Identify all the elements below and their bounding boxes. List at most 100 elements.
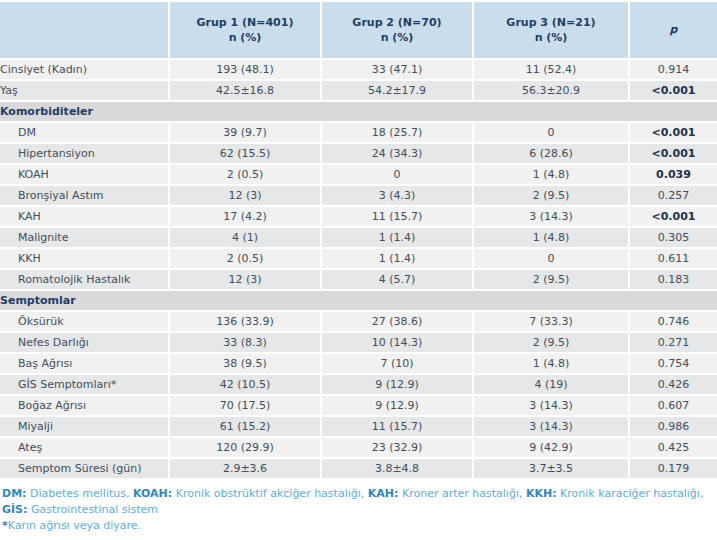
footnote-text: Kroner arter hastalığı, [398,487,525,500]
column-header-sublabel: n (%) [322,30,472,45]
section-row: Komorbiditeler [0,101,717,122]
column-header-label: Grup 2 (N=70) [322,15,472,30]
cell-group-2: 7 (10) [321,353,473,374]
cell-group-3: 1 (4.8) [473,353,629,374]
table-row: DM39 (9.7)18 (25.7)0<0.001 [0,122,717,143]
cell-group-2: 27 (38.6) [321,311,473,332]
row-label: DM [0,122,169,143]
row-label: KAH [0,206,169,227]
table-row: Baş Ağrısı38 (9.5)7 (10)1 (4.8)0.754 [0,353,717,374]
cell-group-1: 12 (3) [169,269,321,290]
cell-group-3: 0 [473,248,629,269]
cell-group-2: 23 (32.9) [321,437,473,458]
row-label: Cinsiyet (Kadın) [0,59,169,80]
cell-p-value: 0.271 [629,332,717,353]
page: Grup 1 (N=401)n (%)Grup 2 (N=70)n (%)Gru… [0,0,717,534]
table-row: Öksürük136 (33.9)27 (38.6)7 (33.3)0.746 [0,311,717,332]
cell-group-1: 70 (17.5) [169,395,321,416]
table-header: Grup 1 (N=401)n (%)Grup 2 (N=70)n (%)Gru… [0,2,717,59]
row-label: Hipertansiyon [0,143,169,164]
cell-p-value: 0.426 [629,374,717,395]
footnote-line: *Karın ağrısı veya diyare. [2,518,717,534]
cell-group-2: 3.8±4.8 [321,458,473,479]
table-row: Romatolojik Hastalık12 (3)4 (5.7)2 (9.5)… [0,269,717,290]
cell-group-3: 4 (19) [473,374,629,395]
cell-group-1: 42 (10.5) [169,374,321,395]
cell-group-3: 3 (14.3) [473,416,629,437]
section-label: Semptomlar [0,290,717,311]
cell-group-1: 62 (15.5) [169,143,321,164]
table-row: Malignite4 (1)1 (1.4)1 (4.8)0.305 [0,227,717,248]
column-header-label: Grup 1 (N=401) [170,15,320,30]
table-row: Miyalji61 (15.2)11 (15.7)3 (14.3)0.986 [0,416,717,437]
cell-group-2: 54.2±17.9 [321,80,473,101]
column-header-2: Grup 2 (N=70)n (%) [321,2,473,59]
section-label: Komorbiditeler [0,101,717,122]
cell-group-3: 2 (9.5) [473,269,629,290]
table-row: Cinsiyet (Kadın)193 (48.1)33 (47.1)11 (5… [0,59,717,80]
cell-group-1: 33 (8.3) [169,332,321,353]
table-row: KKH2 (0.5)1 (1.4)00.611 [0,248,717,269]
row-label: Bronşiyal Astım [0,185,169,206]
footnote-text: Kronik obstrüktif akciğer hastalığı, [172,487,368,500]
cell-group-2: 0 [321,164,473,185]
footnote-abbr: DM: [2,487,26,500]
cell-p-value: <0.001 [629,143,717,164]
column-header-row-label [0,2,169,59]
section-row: Semptomlar [0,290,717,311]
cell-group-2: 10 (14.3) [321,332,473,353]
table-row: Nefes Darlığı33 (8.3)10 (14.3)2 (9.5)0.2… [0,332,717,353]
cell-group-3: 0 [473,122,629,143]
cell-group-1: 61 (15.2) [169,416,321,437]
cell-group-1: 12 (3) [169,185,321,206]
footnote-line: GİS: Gastrointestinal sistem [2,502,717,518]
row-label: Yaş [0,80,169,101]
cell-group-2: 11 (15.7) [321,416,473,437]
cell-group-2: 1 (1.4) [321,248,473,269]
column-header-sublabel: n (%) [474,30,628,45]
table-row: Ateş120 (29.9)23 (32.9)9 (42.9)0.425 [0,437,717,458]
cell-group-1: 2 (0.5) [169,248,321,269]
cell-group-3: 2 (9.5) [473,185,629,206]
row-label: Malignite [0,227,169,248]
table-row: Yaş42.5±16.854.2±17.956.3±20.9<0.001 [0,80,717,101]
footnote-abbr: KKH: [526,487,557,500]
cell-group-1: 136 (33.9) [169,311,321,332]
table-row: Semptom Süresi (gün)2.9±3.63.8±4.83.7±3.… [0,458,717,479]
cell-group-2: 24 (34.3) [321,143,473,164]
cell-group-3: 6 (28.6) [473,143,629,164]
cell-group-2: 4 (5.7) [321,269,473,290]
column-header-label: p [630,22,717,37]
table-row: KAH17 (4.2)11 (15.7)3 (14.3)<0.001 [0,206,717,227]
cell-group-3: 7 (33.3) [473,311,629,332]
row-label: KOAH [0,164,169,185]
cell-group-2: 18 (25.7) [321,122,473,143]
row-label: Nefes Darlığı [0,332,169,353]
row-label: Semptom Süresi (gün) [0,458,169,479]
cell-group-2: 3 (4.3) [321,185,473,206]
cell-group-3: 3.7±3.5 [473,458,629,479]
cell-p-value: <0.001 [629,80,717,101]
cell-group-1: 2.9±3.6 [169,458,321,479]
cell-group-2: 11 (15.7) [321,206,473,227]
cell-group-1: 38 (9.5) [169,353,321,374]
column-header-label: Grup 3 (N=21) [474,15,628,30]
footnote-text: Gastrointestinal sistem [27,503,158,516]
cell-p-value: 0.183 [629,269,717,290]
footnote-text: Karın ağrısı veya diyare. [8,519,141,532]
cell-group-2: 33 (47.1) [321,59,473,80]
cell-p-value: 0.607 [629,395,717,416]
row-label: Ateş [0,437,169,458]
cell-group-3: 9 (42.9) [473,437,629,458]
cell-group-1: 193 (48.1) [169,59,321,80]
cell-group-3: 2 (9.5) [473,332,629,353]
footnote-abbr: GİS: [2,503,27,516]
column-header-1: Grup 1 (N=401)n (%) [169,2,321,59]
footnotes: DM: Diabetes mellitus, KOAH: Kronik obst… [0,480,717,534]
cell-group-3: 1 (4.8) [473,227,629,248]
cell-p-value: 0.425 [629,437,717,458]
cell-group-3: 56.3±20.9 [473,80,629,101]
row-label: Boğaz Ağrısı [0,395,169,416]
clinical-characteristics-table: Grup 1 (N=401)n (%)Grup 2 (N=70)n (%)Gru… [0,2,717,480]
table-row: GİS Semptomları*42 (10.5)9 (12.9)4 (19)0… [0,374,717,395]
